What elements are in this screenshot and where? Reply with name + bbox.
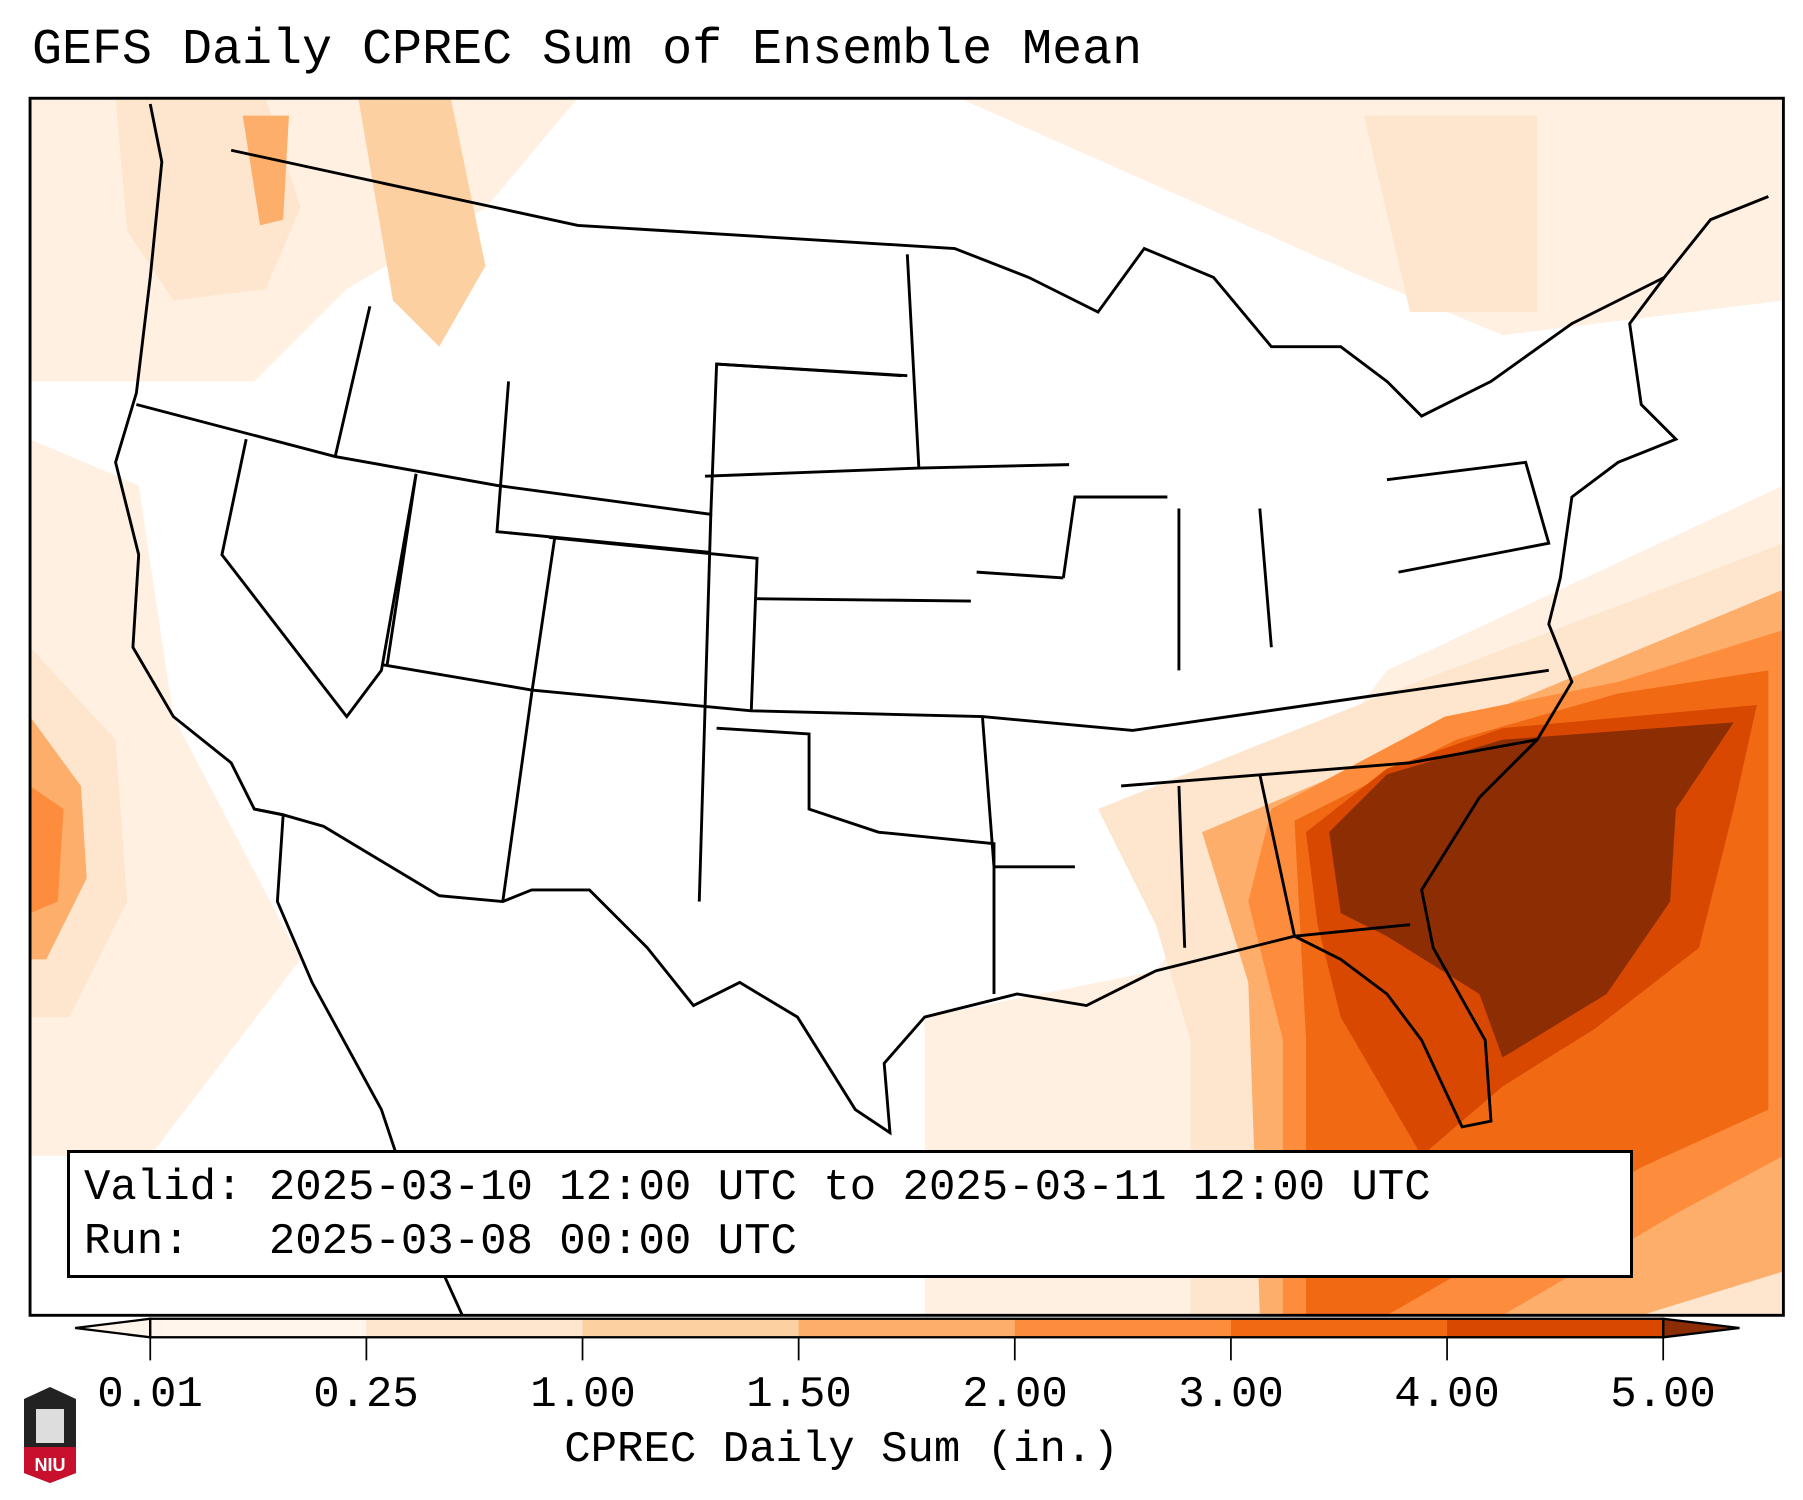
colorbar-tick-label: 1.00 xyxy=(530,1370,636,1420)
precip-shading xyxy=(30,98,1784,1316)
colorbar-segment xyxy=(798,1318,1016,1338)
colorbar-tick-label: 4.00 xyxy=(1394,1370,1500,1420)
map-frame xyxy=(28,96,1785,1317)
colorbar-tick-label: 1.50 xyxy=(746,1370,852,1420)
logo-text: NIU xyxy=(35,1455,66,1475)
colorbar-segment xyxy=(1230,1318,1448,1338)
boundaries xyxy=(114,103,1769,1316)
colorbar-tick-label: 3.00 xyxy=(1178,1370,1284,1420)
valid-label: Valid: xyxy=(84,1163,243,1213)
colorbar-label: CPREC Daily Sum (in.) xyxy=(564,1425,1119,1475)
run-label: Run: xyxy=(84,1217,190,1267)
colorbar-tick-label: 5.00 xyxy=(1610,1370,1716,1420)
colorbar-segment xyxy=(366,1318,584,1338)
colorbar-extend-low xyxy=(74,1317,152,1339)
colorbar xyxy=(74,1317,1740,1361)
run-text: 2025-03-08 00:00 UTC xyxy=(268,1217,797,1267)
valid-text: 2025-03-10 12:00 UTC to 2025-03-11 12:00… xyxy=(268,1163,1431,1213)
colorbar-tick-label: 0.25 xyxy=(313,1370,419,1420)
colorbar-segment xyxy=(1447,1318,1664,1338)
niu-logo: NIU xyxy=(24,1387,76,1483)
colorbar-tick-label: 0.01 xyxy=(97,1370,203,1420)
colorbar-segment xyxy=(150,1318,367,1338)
figure-title: GEFS Daily CPREC Sum of Ensemble Mean xyxy=(32,22,1143,79)
colorbar-outline xyxy=(149,1317,1665,1339)
colorbar-tick-label: 2.00 xyxy=(962,1370,1068,1420)
colorbar-extend-high xyxy=(1662,1317,1740,1339)
colorbar-segment xyxy=(582,1318,800,1338)
colorbar-segment xyxy=(1014,1318,1232,1338)
valid-run-infobox: Valid: 2025-03-10 12:00 UTC to 2025-03-1… xyxy=(67,1150,1633,1278)
